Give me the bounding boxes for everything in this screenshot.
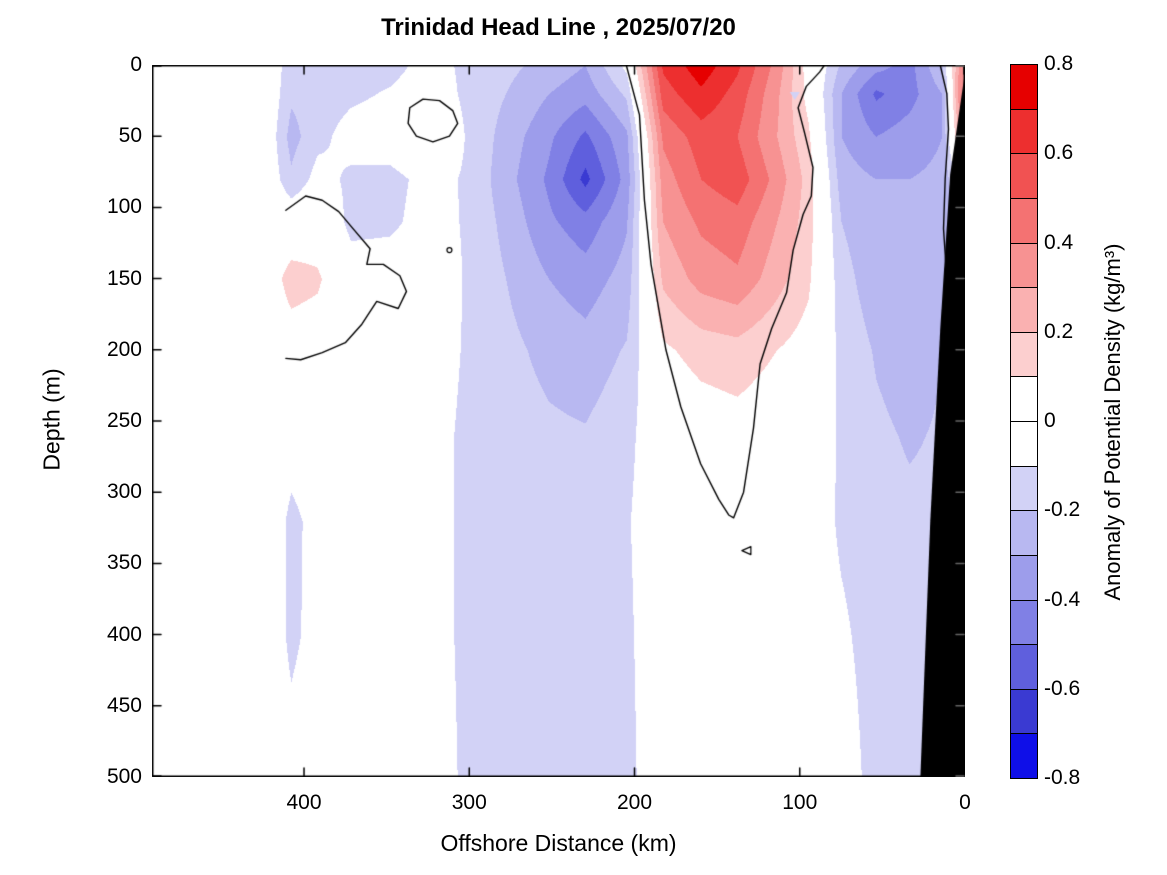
colorbar-tick-label: -0.6: [1044, 676, 1081, 700]
colorbar-tick-label: -0.2: [1044, 498, 1081, 522]
y-tick-label: 350: [106, 551, 142, 575]
x-tick-label: 0: [959, 791, 971, 814]
colorbar-tick-label: 0.4: [1044, 230, 1074, 254]
y-axis-label: Depth (m): [38, 368, 65, 471]
colorbar-tick-label: -0.8: [1044, 766, 1081, 789]
contour-plot-canvas: [152, 65, 965, 777]
colorbar-segment: [1010, 197, 1038, 244]
y-tick-label: 100: [106, 195, 142, 219]
x-tick-label: 400: [286, 791, 322, 814]
colorbar-segment: [1010, 242, 1038, 289]
colorbar-segment: [1010, 688, 1038, 735]
colorbar-segment: [1010, 331, 1038, 378]
colorbar-segment: [1010, 153, 1038, 199]
y-tick-label: 300: [106, 480, 142, 504]
colorbar-segment: [1010, 108, 1038, 155]
x-tick-label: 300: [451, 791, 487, 814]
colorbar-tick-label: 0.6: [1044, 141, 1074, 165]
colorbar-tick-label: -0.4: [1044, 587, 1081, 611]
colorbar-label: Anomaly of Potential Density (kg/m³): [1100, 243, 1125, 601]
y-tick-label: 0: [130, 53, 142, 76]
x-tick-label: 200: [616, 791, 653, 814]
colorbar-segment: [1010, 376, 1038, 422]
colorbar-segment: [1010, 421, 1038, 467]
colorbar-segment: [1010, 554, 1038, 601]
colorbar-segment: [1010, 599, 1038, 646]
y-tick-label: 500: [106, 765, 142, 788]
y-tick-label: 400: [106, 622, 142, 646]
colorbar-segment: [1010, 644, 1038, 690]
colorbar-segment: [1010, 733, 1038, 779]
y-tick-label: 450: [106, 693, 142, 717]
colorbar: [1010, 64, 1038, 779]
x-axis-label: Offshore Distance (km): [440, 830, 677, 856]
y-tick-label: 200: [106, 337, 142, 361]
x-tick-label: 100: [782, 791, 818, 814]
colorbar-segment: [1010, 64, 1038, 110]
colorbar-segment: [1010, 465, 1038, 512]
y-tick-label: 150: [106, 266, 142, 290]
colorbar-tick-label: 0: [1044, 409, 1056, 432]
y-tick-label: 50: [118, 124, 142, 148]
colorbar-tick-label: 0.8: [1044, 52, 1074, 75]
colorbar-segment: [1010, 510, 1038, 556]
colorbar-segment: [1010, 287, 1038, 333]
colorbar-tick-label: 0.2: [1044, 319, 1074, 343]
chart-title: Trinidad Head Line , 2025/07/20: [381, 14, 736, 41]
y-tick-label: 250: [106, 409, 142, 432]
